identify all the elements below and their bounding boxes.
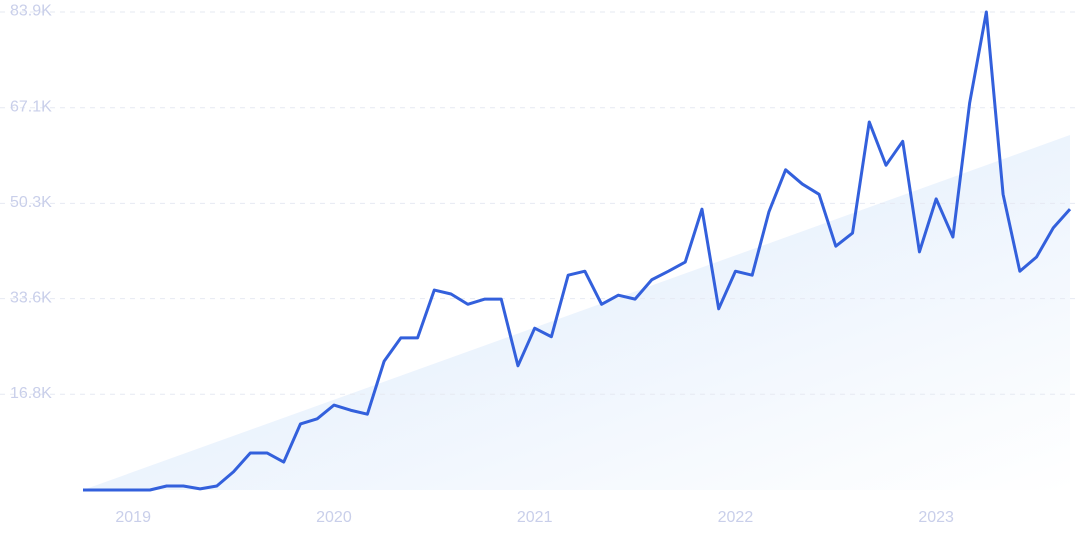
y-tick-label: 83.9K [10, 3, 52, 20]
y-tick-label: 67.1K [10, 98, 52, 115]
x-tick-label: 2020 [316, 509, 352, 526]
trend-area [83, 135, 1070, 490]
x-tick-label: 2019 [115, 509, 151, 526]
y-tick-label: 50.3K [10, 194, 52, 211]
x-tick-label: 2022 [718, 509, 754, 526]
y-tick-label: 33.6K [10, 289, 52, 306]
x-tick-label: 2021 [517, 509, 553, 526]
line [83, 10, 1072, 492]
y-tick-label: 16.8K [10, 385, 52, 402]
x-tick-label: 2023 [918, 509, 954, 526]
